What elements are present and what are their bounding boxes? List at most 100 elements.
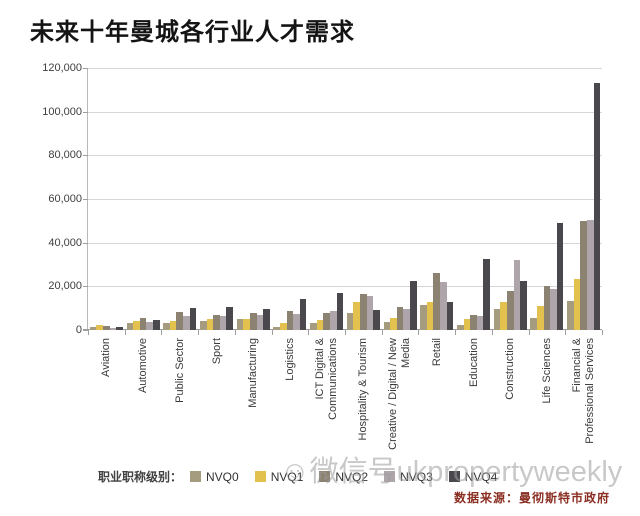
x-axis-label: Construction xyxy=(503,338,516,400)
bar-nvq4-life-sciences xyxy=(556,223,564,330)
bar-nvq0-ict-digital-communications xyxy=(310,323,317,330)
x-axis-tick xyxy=(308,330,310,335)
bar-nvq3-creative-digital-new-media xyxy=(403,309,410,330)
x-axis-tick xyxy=(345,330,346,335)
bar-nvq4-education xyxy=(483,259,490,330)
bar-nvq4-aviation xyxy=(116,326,123,330)
bar-nvq4-sport xyxy=(226,307,233,330)
x-axis-tick xyxy=(418,330,420,335)
legend-item-nvq4: NVQ4 xyxy=(448,469,498,484)
legend-swatch-nvq2 xyxy=(319,471,331,482)
bar-nvq4-financial-professional-services xyxy=(593,83,601,330)
bar-nvq4-public-sector xyxy=(189,307,197,330)
bar-nvq0-life-sciences xyxy=(530,318,538,330)
x-axis-tick xyxy=(88,330,89,335)
bar-nvq1-automotive xyxy=(133,321,140,330)
bar-nvq0-retail xyxy=(420,304,427,330)
legend-swatch-nvq3 xyxy=(384,471,396,482)
x-axis-tick xyxy=(491,330,493,335)
bar-nvq1-financial-professional-services xyxy=(573,278,581,330)
bar-nvq4-creative-digital-new-media xyxy=(409,280,417,330)
bar-nvq4-ict-digital-communications xyxy=(336,292,344,330)
bar-nvq3-ict-digital-communications xyxy=(329,310,337,330)
legend-swatch-nvq1 xyxy=(254,471,266,482)
bar-nvq0-financial-professional-services xyxy=(567,300,574,330)
x-axis-label: Education xyxy=(467,338,479,387)
gridline xyxy=(88,155,602,157)
x-axis-tick xyxy=(124,330,126,335)
bar-nvq2-ict-digital-communications xyxy=(323,312,330,330)
bar-nvq0-logistics xyxy=(273,326,281,330)
x-axis-tick xyxy=(161,330,163,335)
bar-nvq3-automotive xyxy=(146,322,153,330)
legend-label-nvq0: NVQ0 xyxy=(206,469,239,484)
bar-nvq1-manufacturing xyxy=(243,319,250,330)
bar-nvq3-construction xyxy=(513,260,521,330)
bar-nvq2-creative-digital-new-media xyxy=(396,307,404,330)
bar-nvq4-construction xyxy=(520,280,527,330)
legend-label-nvq1: NVQ1 xyxy=(270,469,304,484)
x-axis-tick xyxy=(381,330,383,335)
bar-nvq1-hospitality-tourism xyxy=(353,301,361,330)
legend-label-nvq4: NVQ4 xyxy=(464,469,498,484)
x-axis-tick xyxy=(198,330,200,335)
x-axis-label: Financial & Professional Services xyxy=(570,338,596,444)
bar-nvq0-aviation xyxy=(89,326,97,330)
y-axis-label: 20,000 xyxy=(48,280,82,293)
y-axis-label: 0 xyxy=(75,324,82,336)
bar-nvq2-logistics xyxy=(286,311,294,330)
bar-nvq4-hospitality-tourism xyxy=(373,310,380,330)
legend: 职业职称级别： NVQ0 NVQ1 NVQ2 NVQ3 NVQ4 xyxy=(98,468,513,485)
bar-nvq3-retail xyxy=(440,281,447,330)
bar-nvq0-education xyxy=(457,324,464,330)
y-axis-tick xyxy=(83,242,88,244)
bar-nvq2-manufacturing xyxy=(249,312,257,330)
bar-nvq3-financial-professional-services xyxy=(586,219,594,330)
bar-nvq3-hospitality-tourism xyxy=(366,296,374,330)
bar-nvq4-manufacturing xyxy=(263,309,270,330)
y-axis-tick xyxy=(83,68,88,69)
bar-nvq3-manufacturing xyxy=(256,314,264,330)
y-axis-label: 60,000 xyxy=(48,193,82,205)
bar-nvq4-automotive xyxy=(152,320,160,330)
legend-item-nvq3: NVQ3 xyxy=(384,470,433,484)
bar-nvq0-hospitality-tourism xyxy=(346,312,354,330)
bar-nvq2-financial-professional-services xyxy=(580,220,587,330)
bar-nvq4-logistics xyxy=(299,299,307,330)
gridline xyxy=(88,68,602,69)
page-title: 未来十年曼城各行业人才需求 xyxy=(30,19,355,46)
x-axis-label: Life Sciences xyxy=(540,338,553,404)
bar-nvq2-sport xyxy=(213,314,220,330)
bar-nvq1-public-sector xyxy=(169,320,177,330)
bar-nvq1-logistics xyxy=(280,323,287,330)
bar-nvq0-automotive xyxy=(126,323,134,330)
x-axis-tick xyxy=(565,330,567,335)
x-axis-label: Public Sector xyxy=(173,338,186,403)
gridline xyxy=(88,242,602,244)
x-axis-tick xyxy=(455,330,457,335)
bar-nvq3-aviation xyxy=(109,327,117,330)
x-axis-label: Sport xyxy=(210,338,222,365)
legend-swatch-nvq0 xyxy=(190,471,202,482)
bar-nvq2-aviation xyxy=(103,325,110,330)
legend-swatch-nvq4 xyxy=(448,471,460,482)
bar-nvq1-retail xyxy=(426,301,434,330)
y-axis-tick xyxy=(83,199,88,200)
bar-nvq1-life-sciences xyxy=(537,305,544,330)
y-axis-label: 120,000 xyxy=(42,62,82,74)
bar-nvq0-manufacturing xyxy=(236,319,244,330)
x-axis-label: Hospitality & Tourism xyxy=(356,338,369,441)
bar-nvq2-public-sector xyxy=(176,311,184,330)
bar-nvq0-creative-digital-new-media xyxy=(383,322,391,330)
x-axis-label: Aviation xyxy=(99,338,112,377)
bar-nvq0-public-sector xyxy=(163,323,170,330)
y-axis-tick xyxy=(83,155,88,157)
y-axis-tick xyxy=(83,330,88,331)
x-axis-label: Automotive xyxy=(136,338,149,394)
legend-label-nvq2: NVQ2 xyxy=(335,469,369,484)
bar-nvq2-automotive xyxy=(139,318,147,330)
x-axis-label: Creative / Digital / New Media xyxy=(387,338,413,450)
bar-nvq3-sport xyxy=(219,315,227,330)
y-axis-tick xyxy=(83,111,88,113)
